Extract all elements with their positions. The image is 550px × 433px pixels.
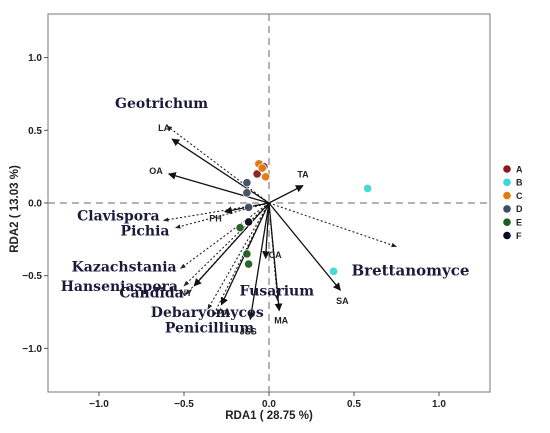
species-label-clavispora: Clavispora bbox=[77, 208, 159, 224]
sample-point-a bbox=[252, 169, 262, 179]
sample-points bbox=[235, 159, 373, 276]
env-label-ta: TA bbox=[297, 170, 309, 180]
legend-label-f: F bbox=[516, 231, 522, 241]
sample-point-e bbox=[244, 259, 254, 269]
species-arrow-geotrichum bbox=[166, 125, 270, 204]
y-tick-label: −1.0 bbox=[22, 344, 42, 355]
env-label-aa: AA bbox=[217, 307, 230, 317]
species-label-candida: Candida bbox=[119, 286, 183, 302]
legend-swatch-e bbox=[503, 218, 511, 226]
x-tick-label: 0.0 bbox=[262, 399, 276, 410]
y-tick-label: 1.0 bbox=[28, 53, 42, 64]
species-arrow-hanseniaspora bbox=[183, 202, 270, 287]
env-label-ny: NY bbox=[180, 288, 193, 298]
env-label-la: LA bbox=[158, 123, 170, 133]
env-label-ca: CA bbox=[269, 250, 282, 260]
legend-swatch-a bbox=[503, 165, 511, 173]
env-label-sa: SA bbox=[336, 296, 349, 306]
sample-point-c bbox=[257, 163, 267, 173]
y-axis: −1.0 −0.5 0.0 0.5 1.0 bbox=[22, 53, 48, 355]
env-arrow-ca bbox=[262, 202, 270, 260]
env-arrow-sa bbox=[268, 202, 341, 291]
x-tick-label: 1.0 bbox=[432, 399, 446, 410]
species-label-hanseniaspora: Hanseniaspora bbox=[61, 279, 178, 295]
env-arrow-oa bbox=[167, 172, 270, 204]
species-label-kazachstania: Kazachstania bbox=[72, 259, 177, 275]
env-arrow-ma bbox=[268, 202, 283, 312]
sample-point-d bbox=[242, 188, 252, 198]
legend-label-b: B bbox=[516, 178, 523, 188]
legend-swatch-d bbox=[503, 205, 511, 213]
species-label-penicillium: Penicillium bbox=[165, 320, 255, 336]
species-label-fusarium: Fusarium bbox=[240, 283, 315, 299]
sample-point-b bbox=[362, 183, 373, 194]
y-tick-label: 0.0 bbox=[28, 199, 42, 210]
x-tick-label: 0.5 bbox=[347, 399, 361, 410]
sample-point-d bbox=[244, 202, 254, 212]
legend-swatch-f bbox=[503, 231, 511, 240]
species-arrow-brettanomyce bbox=[268, 202, 398, 248]
sample-point-d bbox=[242, 178, 252, 188]
env-arrow-ny bbox=[193, 202, 270, 287]
legend-label-a: A bbox=[516, 164, 523, 174]
species-label-brettanomyce: Brettanomyce bbox=[352, 262, 470, 280]
y-axis-title: RDA2 ( 13.03 %) bbox=[9, 165, 21, 253]
env-label-oa: OA bbox=[149, 166, 163, 176]
species-arrow-debaryomyces bbox=[207, 202, 270, 310]
legend-swatch-b bbox=[503, 178, 511, 187]
species-arrow-kazachstania bbox=[180, 202, 270, 269]
env-arrow-jss bbox=[247, 202, 270, 321]
env-label-jss: JSS bbox=[240, 326, 257, 336]
species-arrow-pichia bbox=[174, 202, 270, 229]
y-tick-label: 0.5 bbox=[28, 126, 42, 137]
env-label-ph: PH bbox=[209, 214, 222, 224]
sample-point-f bbox=[244, 217, 254, 227]
env-arrow-ta bbox=[268, 184, 304, 204]
sample-point-e bbox=[242, 249, 252, 259]
legend-label-e: E bbox=[516, 218, 522, 228]
x-tick-label: −0.5 bbox=[174, 399, 194, 410]
env-arrow-la bbox=[171, 138, 270, 204]
sample-point-c bbox=[260, 172, 271, 182]
legend-swatch-c bbox=[503, 191, 511, 200]
env-label-ma: MA bbox=[274, 316, 288, 326]
x-axis-title: RDA1 ( 28.75 %) bbox=[225, 410, 313, 422]
x-axis: −1.0 −0.5 0.0 0.5 1.0 bbox=[89, 392, 446, 410]
species-label-geotrichum: Geotrichum bbox=[115, 96, 208, 112]
sample-point-b bbox=[328, 266, 339, 276]
legend-label-d: D bbox=[516, 204, 523, 214]
species-label-pichia: Pichia bbox=[121, 224, 170, 240]
legend-label-c: C bbox=[516, 191, 523, 201]
species-label-debaryomyces: Debaryomyces bbox=[151, 305, 264, 321]
sample-point-e bbox=[235, 223, 245, 233]
x-tick-label: −1.0 bbox=[89, 399, 109, 410]
y-tick-label: −0.5 bbox=[22, 271, 42, 282]
